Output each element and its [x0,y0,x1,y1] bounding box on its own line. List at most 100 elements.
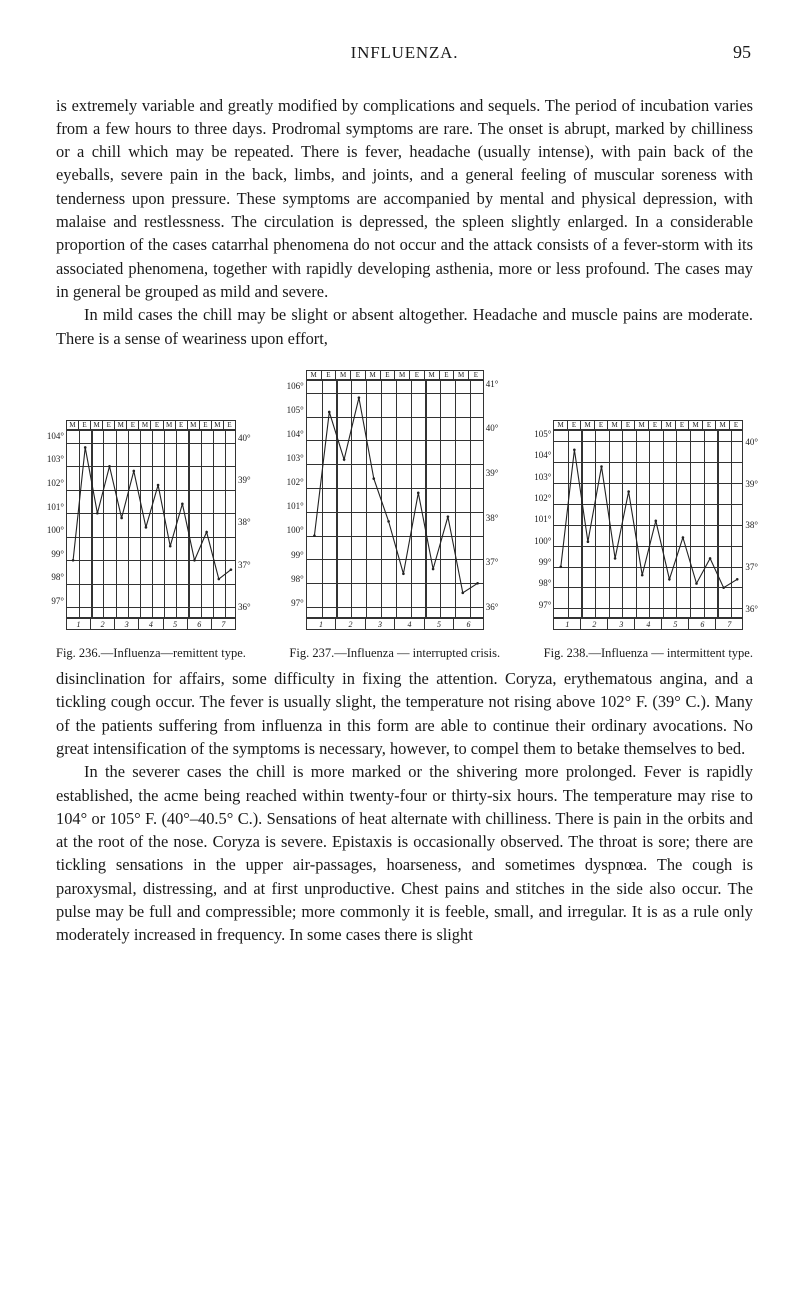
y-tick-c: 39° [745,480,767,489]
me-cell: M [212,421,224,429]
y-tick-f: 99° [282,551,304,560]
y-tick-f: 101° [282,502,304,511]
me-cell: E [200,421,212,429]
me-cell: M [635,421,649,429]
page-header: INFLUENZA. 95 [56,40,753,66]
day-cell: 5 [425,619,455,629]
day-cell: 4 [139,619,163,629]
caption-236: Fig. 236.—Influenza—remit­tent type. [56,646,246,661]
chart-days-row: 1234567 [66,618,236,630]
me-cell: E [622,421,636,429]
day-cell: 2 [581,619,608,629]
y-tick-f: 102° [282,478,304,487]
me-cell: E [469,371,483,379]
chart-grid [553,430,743,618]
me-cell: M [395,371,410,379]
me-cell: E [79,421,91,429]
y-tick-f: 101° [529,515,551,524]
y-tick-c: 38° [745,521,767,530]
figure-238: MEMEMEMEMEMEME1234567105°104°103°102°101… [544,420,753,661]
y-tick-c: 41° [486,380,508,389]
day-cell: 2 [91,619,115,629]
y-tick-c: 38° [486,514,508,523]
page-number: 95 [711,40,751,66]
me-cell: M [425,371,440,379]
chart-days-row: 1234567 [553,618,743,630]
chart-238: MEMEMEMEMEMEME1234567105°104°103°102°101… [553,420,743,640]
y-tick-c: 37° [745,563,767,572]
me-cell: M [115,421,127,429]
y-tick-c: 36° [745,605,767,614]
me-cell: E [730,421,743,429]
y-tick-f: 99° [529,558,551,567]
day-cell: 5 [164,619,188,629]
day-cell: 7 [212,619,235,629]
y-tick-f: 102° [529,494,551,503]
y-tick-c: 40° [238,434,260,443]
day-cell: 5 [662,619,689,629]
day-cell: 1 [67,619,91,629]
me-cell: E [676,421,690,429]
me-cell: M [307,371,322,379]
y-tick-f: 105° [282,406,304,415]
y-tick-f: 102° [42,479,64,488]
y-tick-f: 104° [282,430,304,439]
y-axis-celsius: 40°39°38°37°36° [745,438,767,614]
me-cell: M [662,421,676,429]
me-cell: E [351,371,366,379]
me-cell: E [151,421,163,429]
y-tick-c: 36° [238,603,260,612]
temperature-line [307,381,485,619]
figure-237: MEMEMEMEMEME123456106°105°104°103°102°10… [289,370,500,661]
y-axis-fahrenheit: 106°105°104°103°102°101°100°99°98°97° [282,382,304,608]
y-axis-fahrenheit: 105°104°103°102°101°100°99°98°97° [529,430,551,610]
day-cell: 4 [635,619,662,629]
me-cell: M [336,371,351,379]
me-cell: M [554,421,568,429]
y-tick-f: 100° [282,526,304,535]
day-cell: 3 [366,619,396,629]
me-cell: M [716,421,730,429]
y-tick-f: 97° [282,599,304,608]
me-cell: E [410,371,425,379]
y-tick-c: 36° [486,603,508,612]
y-tick-f: 104° [529,451,551,460]
me-cell: E [381,371,396,379]
figure-236: MEMEMEMEMEMEME1234567104°103°102°101°100… [56,420,246,661]
y-tick-f: 97° [529,601,551,610]
body-paragraph-3: disinclination for affairs, some difficu… [56,667,753,760]
me-cell: E [703,421,717,429]
y-axis-fahrenheit: 104°103°102°101°100°99°98°97° [42,432,64,606]
me-cell: E [440,371,455,379]
y-tick-c: 40° [486,424,508,433]
me-cell: E [595,421,609,429]
day-cell: 2 [336,619,366,629]
me-cell: M [67,421,79,429]
y-tick-c: 37° [238,561,260,570]
y-tick-f: 106° [282,382,304,391]
running-head: INFLUENZA. [98,41,711,65]
y-axis-celsius: 40°39°38°37°36° [238,434,260,612]
chart-grid [306,380,484,618]
y-tick-f: 103° [529,473,551,482]
chart-me-row: MEMEMEMEMEMEME [553,420,743,430]
me-cell: E [322,371,337,379]
y-tick-f: 103° [42,455,64,464]
y-tick-f: 100° [42,526,64,535]
me-cell: M [454,371,469,379]
y-tick-c: 39° [238,476,260,485]
me-cell: M [139,421,151,429]
day-cell: 4 [395,619,425,629]
day-cell: 6 [454,619,483,629]
chart-me-row: MEMEMEMEMEMEME [66,420,236,430]
chart-grid [66,430,236,618]
me-cell: E [103,421,115,429]
caption-238: Fig. 238.—Influenza — inter­mittent type… [544,646,753,661]
day-cell: 6 [188,619,212,629]
me-cell: M [164,421,176,429]
me-cell: M [91,421,103,429]
me-cell: M [581,421,595,429]
figures-row: MEMEMEMEMEMEME1234567104°103°102°101°100… [56,370,753,661]
body-paragraph-1: is extremely variable and greatly modifi… [56,94,753,304]
chart-236: MEMEMEMEMEMEME1234567104°103°102°101°100… [66,420,236,640]
